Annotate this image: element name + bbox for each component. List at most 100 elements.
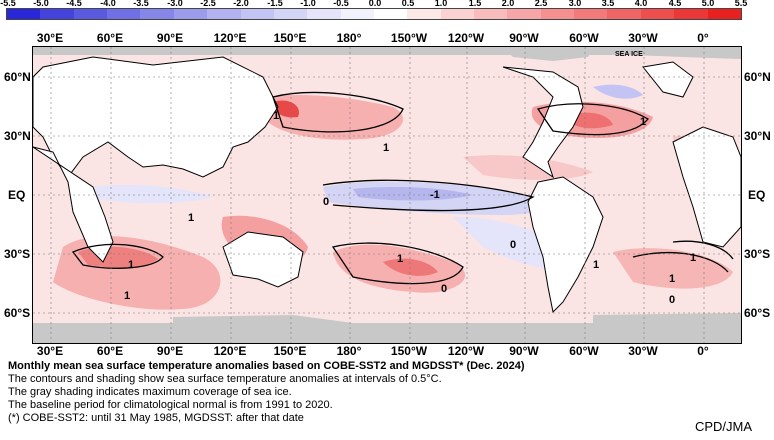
- colorbar-label: -0.5: [333, 0, 349, 8]
- colorbar-cell: [607, 9, 641, 19]
- colorbar-label: 5.0: [701, 0, 715, 8]
- sea-ice-label: SEA ICE: [615, 51, 643, 58]
- lon-label: 180°: [336, 344, 362, 358]
- colorbar-cell: [674, 9, 708, 19]
- colorbar-cell: [707, 9, 741, 19]
- colorbar-cell: [40, 9, 74, 19]
- lat-label: 60°S: [744, 306, 771, 320]
- lon-label: 120°E: [213, 31, 247, 45]
- contour-label: 1: [273, 110, 279, 122]
- colorbar-label: -2.5: [200, 0, 216, 8]
- lon-label: 120°W: [447, 344, 485, 358]
- colorbar-label: 0.5: [401, 0, 415, 8]
- lon-label: 0°: [697, 344, 709, 358]
- colorbar-cell: [273, 9, 308, 19]
- colorbar-label: 4.0: [634, 0, 648, 8]
- colorbar-cell: [507, 9, 541, 19]
- contour-label: 1: [593, 259, 599, 271]
- colorbar-cell: [640, 9, 675, 19]
- contour-label-group: 1 1 1 1 0 -1 1 1 1 1 1 1 0 0 0: [124, 110, 696, 306]
- colorbar-cell: [474, 9, 508, 19]
- lat-label: 30°N: [744, 129, 771, 143]
- colorbar-label: 1.0: [434, 0, 448, 8]
- colorbar-cell: [73, 9, 108, 19]
- caption-title: Monthly mean sea surface temperature ano…: [8, 360, 525, 372]
- lon-label: 120°W: [447, 31, 485, 45]
- colorbar-label: -1.5: [267, 0, 283, 8]
- colorbar-label: 5.5: [734, 0, 748, 8]
- longitude-labels-top: 30°E 60°E 90°E 120°E 150°E 180° 150°W 12…: [0, 31, 774, 45]
- sst-anomaly-map: 1 1 1 1 0 -1 1 1 1 1 1 1 0 0 0 SEA ICE: [32, 46, 742, 344]
- land-masses: [33, 56, 741, 314]
- contour-label: -1: [430, 189, 440, 201]
- lon-label: 0°: [697, 31, 709, 45]
- lon-label: 150°W: [390, 344, 428, 358]
- colorbar-label: -1.0: [300, 0, 316, 8]
- lat-label: 30°N: [4, 129, 31, 143]
- contour-label: 1: [397, 253, 403, 265]
- contour-label: 1: [128, 259, 134, 271]
- contour-label: 1: [640, 116, 646, 128]
- colorbar-label: -4.5: [66, 0, 82, 8]
- caption-line: The contours and shading show sea surfac…: [8, 373, 442, 385]
- contour-label: 1: [690, 252, 696, 264]
- lon-label: 90°E: [156, 344, 184, 358]
- colorbar-cell: [240, 9, 274, 19]
- colorbar-label: 3.0: [568, 0, 582, 8]
- contour-label: 1: [669, 273, 675, 285]
- colorbar-label: -3.0: [167, 0, 183, 8]
- lat-label: EQ: [8, 188, 26, 202]
- caption-line: The gray shading indicates maximum cover…: [8, 386, 292, 398]
- lon-label: 60°W: [569, 31, 599, 45]
- color-scale-bar: [6, 8, 742, 20]
- lon-label: 180°: [336, 31, 362, 45]
- lon-label: 150°E: [273, 31, 307, 45]
- lat-label: 30°S: [744, 247, 771, 261]
- contour-label: 1: [124, 290, 130, 302]
- lat-label: 60°N: [744, 70, 771, 84]
- colorbar-label: -4.0: [100, 0, 116, 8]
- lat-label: 60°N: [4, 70, 31, 84]
- credit-text: CPD/JMA: [694, 419, 752, 434]
- colorbar-cell: [140, 9, 174, 19]
- lon-label: 90°W: [509, 344, 539, 358]
- lon-label: 30°E: [36, 31, 64, 45]
- caption-line: (*) COBE-SST2: until 31 May 1985, MGDSST…: [8, 412, 304, 424]
- lat-label: 60°S: [4, 306, 31, 320]
- lat-label: 30°S: [4, 247, 31, 261]
- lon-label: 120°E: [213, 344, 247, 358]
- lon-label: 30°E: [36, 344, 64, 358]
- colorbar-cell: [440, 9, 475, 19]
- colorbar-cell: [407, 9, 441, 19]
- lon-label: 30°W: [628, 344, 658, 358]
- map-canvas: 1 1 1 1 0 -1 1 1 1 1 1 1 0 0 0 SEA ICE: [33, 47, 741, 343]
- colorbar-cell: [373, 9, 408, 19]
- contour-label: 0: [441, 283, 447, 295]
- map-caption: Monthly mean sea surface temperature ano…: [8, 360, 708, 425]
- lon-label: 150°E: [273, 344, 307, 358]
- colorbar-label: 2.0: [501, 0, 515, 8]
- colorbar-label: -5.0: [33, 0, 49, 8]
- colorbar-label: -2.0: [233, 0, 249, 8]
- contour-label: 0: [323, 196, 329, 208]
- graticule: [33, 47, 741, 343]
- colorbar-cell: [540, 9, 575, 19]
- colorbar-cell: [340, 9, 374, 19]
- colorbar-label: 1.5: [468, 0, 482, 8]
- lat-label: EQ: [748, 188, 766, 202]
- colorbar-label: -5.5: [0, 0, 16, 8]
- contour-label: 1: [383, 142, 389, 154]
- colorbar-cell: [7, 9, 41, 19]
- caption-line: The baseline period for climatological n…: [8, 399, 333, 411]
- sea-ice-shading: [33, 47, 741, 343]
- contour-label: 1: [188, 212, 194, 224]
- lon-label: 60°E: [96, 344, 124, 358]
- colorbar-labels: -5.5 -5.0 -4.5 -4.0 -3.5 -3.0 -2.5 -2.0 …: [0, 0, 774, 8]
- colorbar-cell: [574, 9, 608, 19]
- colorbar-label: 0.0: [368, 0, 382, 8]
- lon-label: 60°E: [96, 31, 124, 45]
- colorbar-label: 4.5: [668, 0, 682, 8]
- colorbar-cell: [107, 9, 141, 19]
- colorbar-cell: [207, 9, 241, 19]
- lon-label: 60°W: [569, 344, 599, 358]
